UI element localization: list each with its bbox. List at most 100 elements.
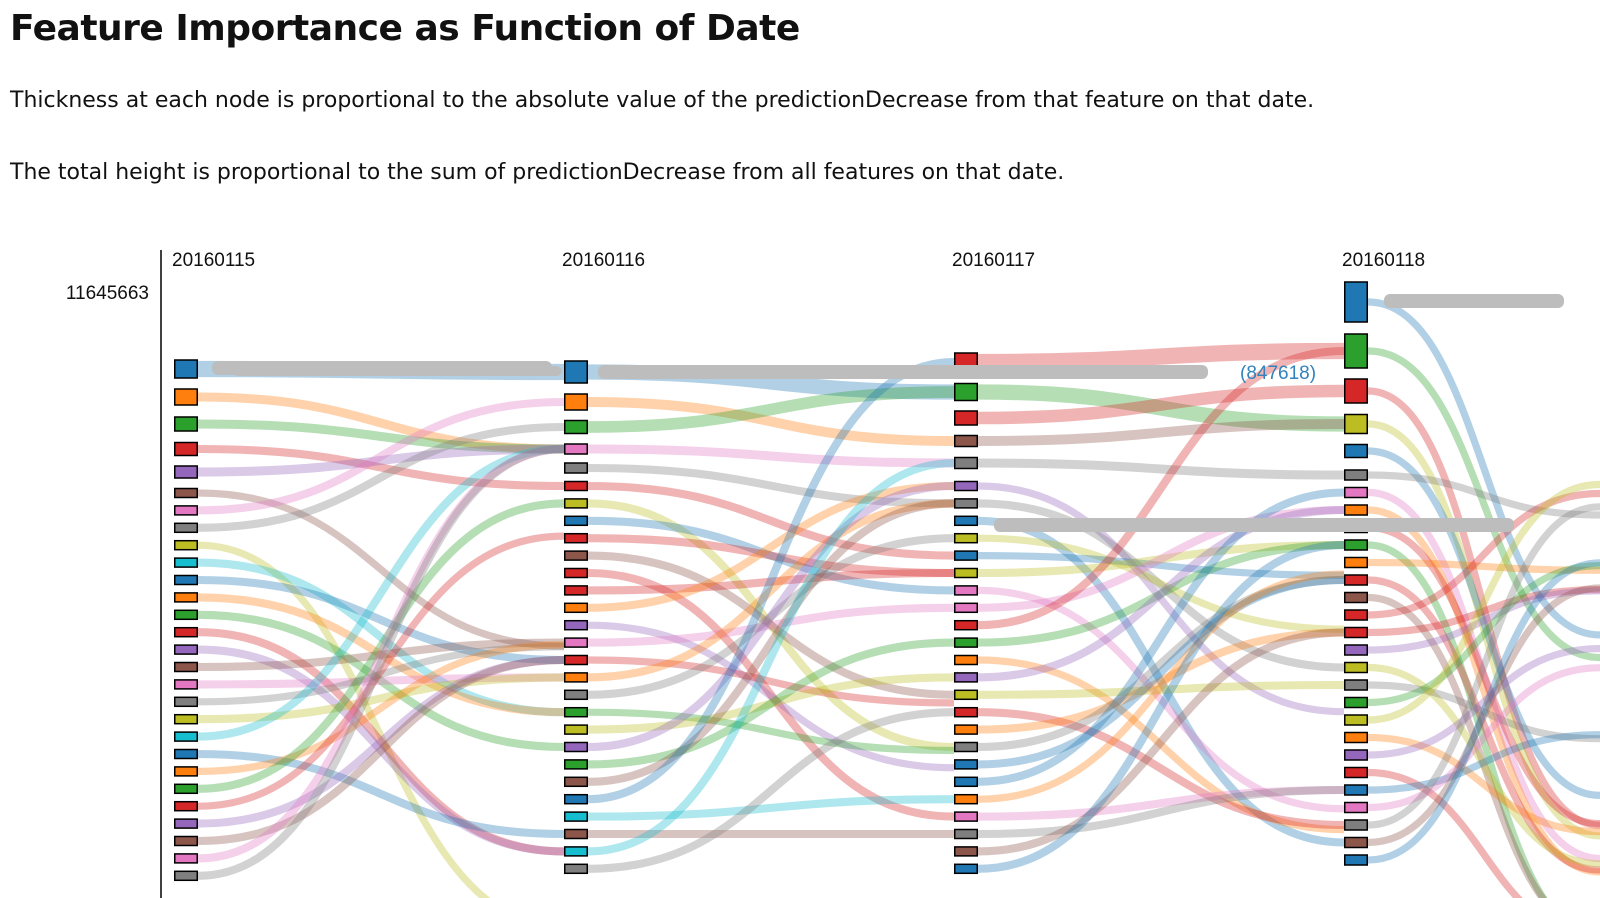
feature-node[interactable]: [174, 713, 198, 725]
feature-node[interactable]: [564, 567, 588, 579]
feature-node[interactable]: [174, 441, 198, 457]
feature-node[interactable]: [1344, 836, 1368, 849]
feature-node[interactable]: [564, 724, 588, 735]
feature-node[interactable]: [174, 783, 198, 795]
feature-node[interactable]: [954, 689, 978, 701]
feature-node[interactable]: [1344, 749, 1368, 761]
feature-node[interactable]: [564, 741, 588, 753]
feature-node[interactable]: [954, 706, 978, 718]
feature-node[interactable]: [954, 672, 978, 683]
feature-node[interactable]: [564, 498, 588, 509]
feature-node[interactable]: [174, 388, 198, 406]
feature-node[interactable]: [954, 567, 978, 579]
feature-node[interactable]: [174, 465, 198, 479]
feature-node[interactable]: [954, 382, 978, 402]
feature-node[interactable]: [174, 731, 198, 742]
feature-node[interactable]: [564, 360, 588, 384]
feature-node[interactable]: [1344, 333, 1368, 369]
feature-node[interactable]: [174, 870, 198, 882]
feature-node[interactable]: [954, 741, 978, 753]
feature-node[interactable]: [954, 602, 978, 614]
feature-node[interactable]: [954, 498, 978, 509]
feature-node[interactable]: [174, 818, 198, 829]
feature-node[interactable]: [564, 585, 588, 596]
feature-node[interactable]: [1344, 539, 1368, 551]
feature-node[interactable]: [174, 539, 198, 551]
feature-node[interactable]: [954, 863, 978, 875]
feature-node[interactable]: [174, 644, 198, 655]
feature-node[interactable]: [174, 626, 198, 638]
feature-node[interactable]: [954, 532, 978, 544]
feature-node[interactable]: [1344, 556, 1368, 569]
feature-node[interactable]: [1344, 679, 1368, 691]
feature-node[interactable]: [564, 776, 588, 788]
feature-node[interactable]: [1344, 486, 1368, 499]
feature-node[interactable]: [1344, 504, 1368, 516]
feature-node[interactable]: [954, 410, 978, 426]
feature-node[interactable]: [174, 592, 198, 603]
feature-node[interactable]: [1344, 731, 1368, 744]
feature-node[interactable]: [174, 679, 198, 690]
feature-node[interactable]: [1344, 766, 1368, 779]
feature-node[interactable]: [174, 766, 198, 777]
feature-node[interactable]: [954, 637, 978, 648]
feature-node[interactable]: [1344, 378, 1368, 404]
feature-node[interactable]: [1344, 591, 1368, 604]
feature-node[interactable]: [954, 456, 978, 470]
feature-node[interactable]: [564, 793, 588, 805]
feature-node[interactable]: [1344, 819, 1368, 831]
feature-node[interactable]: [174, 835, 198, 847]
feature-node[interactable]: [564, 706, 588, 718]
feature-node[interactable]: [1344, 696, 1368, 709]
feature-node[interactable]: [954, 846, 978, 857]
feature-node[interactable]: [174, 661, 198, 673]
feature-node[interactable]: [954, 759, 978, 770]
feature-node[interactable]: [564, 811, 588, 822]
feature-node[interactable]: [1344, 469, 1368, 481]
feature-node[interactable]: [174, 416, 198, 432]
feature-node[interactable]: [1344, 609, 1368, 621]
feature-node[interactable]: [564, 515, 588, 527]
feature-node[interactable]: [174, 522, 198, 534]
feature-node[interactable]: [954, 776, 978, 788]
feature-node[interactable]: [174, 487, 198, 499]
feature-node[interactable]: [174, 505, 198, 516]
feature-node[interactable]: [564, 550, 588, 561]
feature-node[interactable]: [954, 515, 978, 527]
feature-node[interactable]: [174, 800, 198, 812]
feature-node[interactable]: [1344, 626, 1368, 639]
feature-node[interactable]: [564, 393, 588, 411]
feature-node[interactable]: [564, 863, 588, 875]
feature-node[interactable]: [174, 696, 198, 708]
feature-node[interactable]: [1344, 661, 1368, 674]
feature-node[interactable]: [954, 724, 978, 735]
feature-node[interactable]: [954, 434, 978, 448]
feature-node[interactable]: [174, 748, 198, 760]
feature-node[interactable]: [1344, 784, 1368, 796]
feature-node[interactable]: [564, 689, 588, 701]
feature-node[interactable]: [954, 811, 978, 822]
feature-node[interactable]: [1344, 644, 1368, 656]
feature-node[interactable]: [954, 654, 978, 666]
feature-node[interactable]: [174, 574, 198, 586]
feature-node[interactable]: [1344, 281, 1368, 323]
feature-node[interactable]: [564, 759, 588, 770]
feature-node[interactable]: [564, 480, 588, 492]
feature-node[interactable]: [174, 557, 198, 568]
feature-node[interactable]: [954, 480, 978, 492]
feature-node[interactable]: [1344, 574, 1368, 586]
feature-node[interactable]: [564, 602, 588, 614]
feature-node[interactable]: [954, 550, 978, 561]
feature-node[interactable]: [564, 846, 588, 857]
feature-node[interactable]: [564, 462, 588, 474]
feature-node[interactable]: [174, 609, 198, 621]
feature-node[interactable]: [564, 637, 588, 648]
feature-node[interactable]: [1344, 443, 1368, 459]
feature-node[interactable]: [1344, 413, 1368, 435]
feature-node[interactable]: [564, 672, 588, 683]
feature-node[interactable]: [564, 419, 588, 435]
feature-node[interactable]: [954, 619, 978, 631]
feature-node[interactable]: [174, 853, 198, 864]
feature-node[interactable]: [564, 443, 588, 455]
feature-node[interactable]: [564, 619, 588, 631]
